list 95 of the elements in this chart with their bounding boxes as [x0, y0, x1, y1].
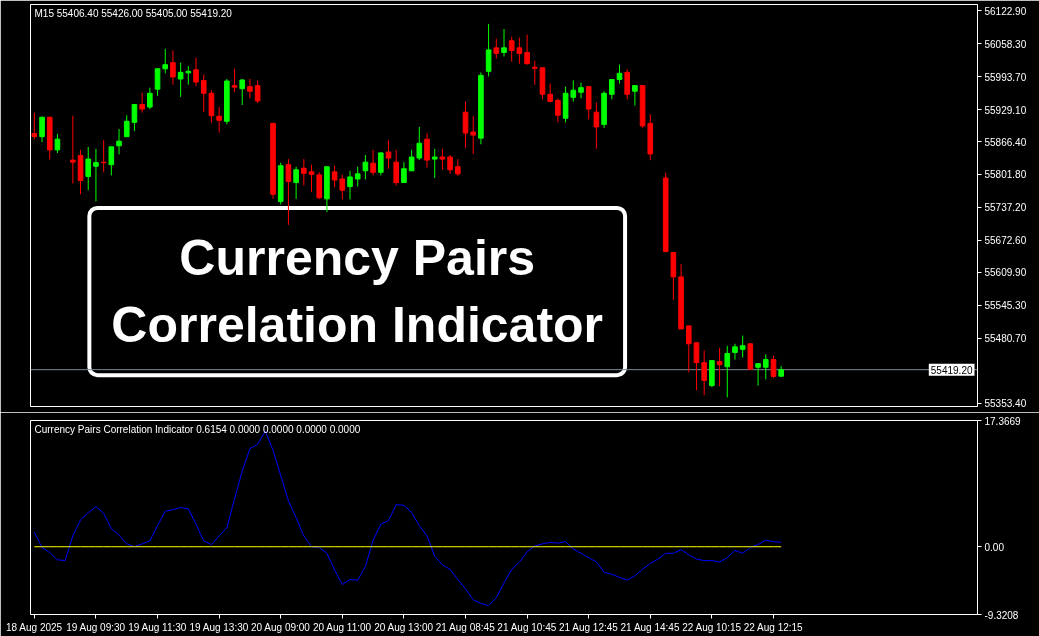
candlestick: [555, 97, 561, 123]
candlestick: [54, 133, 61, 154]
candlestick: [716, 347, 723, 387]
candlestick: [85, 146, 92, 191]
candlestick: [385, 139, 392, 170]
y-tick-label: -9.3208: [984, 609, 1019, 621]
x-tick-label: 21 Aug 14:45: [620, 621, 680, 633]
y-tick-label: 56122.90: [984, 5, 1027, 17]
candlestick: [354, 166, 361, 188]
candlestick: [524, 34, 530, 66]
candlestick: [39, 116, 45, 143]
y-tick-label: 55480.70: [984, 333, 1027, 345]
candlestick: [424, 132, 430, 169]
x-tick-label: 22 Aug 12:15: [743, 621, 804, 633]
candlestick: [593, 101, 600, 150]
candlestick: [447, 154, 453, 175]
candlestick: [732, 343, 738, 361]
candlestick: [585, 86, 592, 120]
y-tick-label: 55672.60: [984, 235, 1027, 247]
x-tick-label: 19 Aug 13:30: [189, 621, 249, 633]
candlestick: [485, 23, 492, 77]
candlestick: [70, 115, 76, 185]
candlestick: [193, 57, 199, 87]
y-tick-label: 0.00: [984, 541, 1005, 553]
text: Currency Pairs Correlation Indicator: [111, 229, 604, 354]
candlestick: [147, 87, 153, 110]
candlestick: [285, 158, 292, 226]
candlestick: [301, 158, 307, 187]
candlestick: [616, 64, 623, 85]
candlestick: [162, 48, 169, 74]
y-tick-label: 55353.40: [984, 398, 1027, 410]
y-tick-label: 55993.70: [984, 71, 1027, 83]
candlestick: [770, 354, 777, 379]
y-tick-label: 55866.40: [984, 136, 1027, 148]
x-tick-label: 22 Aug 10:15: [682, 621, 742, 633]
candlestick: [501, 28, 507, 58]
candlestick: [431, 148, 438, 179]
ref-line-label: 55419.20: [930, 364, 973, 376]
candlestick: [308, 164, 315, 193]
x-tick-label: 18 Aug 2025: [5, 621, 63, 633]
candlestick: [139, 92, 145, 114]
x-tick-label: 21 Aug 08:45: [435, 621, 496, 633]
x-tick-label: 21 Aug 12:45: [558, 621, 619, 633]
x-tick-label: 19 Aug 11:30: [128, 621, 187, 633]
candlestick: [347, 170, 353, 200]
y-tick-label: 55737.20: [984, 202, 1027, 214]
candlestick: [216, 106, 222, 134]
candlestick: [393, 149, 400, 187]
y-tick-label: 55545.30: [984, 300, 1027, 312]
y-tick-label: 55609.90: [984, 267, 1027, 279]
candlestick: [462, 100, 469, 149]
candlestick: [93, 148, 99, 202]
chart-title: Currency Pairs Correlation Indicator 0.6154 0.0000 0.0000 0.0000 0.0000: [34, 423, 361, 435]
y-tick-label: 55929.10: [984, 104, 1027, 116]
candlestick: [170, 49, 176, 86]
candlestick: [608, 78, 615, 100]
candlestick: [470, 115, 477, 155]
candlestick: [739, 335, 746, 359]
x-tick-label: 20 Aug 09:00: [250, 621, 311, 633]
candlestick: [231, 68, 238, 93]
candlestick: [531, 60, 538, 86]
candlestick: [685, 325, 692, 373]
candlestick: [693, 342, 700, 391]
candlestick: [762, 353, 769, 380]
candlestick: [200, 73, 207, 113]
candlestick: [370, 149, 376, 176]
x-tick-label: 20 Aug 13:00: [374, 621, 434, 633]
candlestick: [108, 146, 115, 176]
candlestick: [578, 82, 584, 99]
x-tick-label: 19 Aug 09:30: [66, 621, 126, 633]
y-tick-label: 17.3669: [984, 415, 1022, 427]
candlestick: [724, 345, 731, 398]
y-tick-label: 55801.80: [984, 169, 1027, 181]
chart-subtitle: M15 55406.40 55426.00 55405.00 55419.20: [34, 7, 233, 19]
candlestick: [293, 166, 299, 200]
y-tick-label: 56058.30: [984, 38, 1027, 50]
candlestick: [239, 78, 246, 106]
x-tick-label: 21 Aug 10:45: [497, 621, 557, 633]
candlestick: [362, 154, 369, 180]
candlestick: [701, 349, 707, 396]
candlestick: [208, 89, 215, 124]
candlestick: [493, 38, 500, 60]
candlestick: [154, 68, 161, 97]
candlestick: [31, 112, 38, 140]
candlestick: [254, 80, 261, 104]
candlestick: [247, 78, 253, 99]
candlestick: [100, 139, 107, 173]
candlestick: [316, 171, 323, 200]
candlestick: [439, 148, 446, 171]
candlestick: [624, 68, 630, 100]
x-tick-label: 20 Aug 11:00: [312, 621, 372, 633]
candlestick: [401, 161, 407, 184]
candlestick: [755, 363, 761, 387]
candlestick: [116, 128, 122, 155]
candlestick: [632, 85, 638, 107]
